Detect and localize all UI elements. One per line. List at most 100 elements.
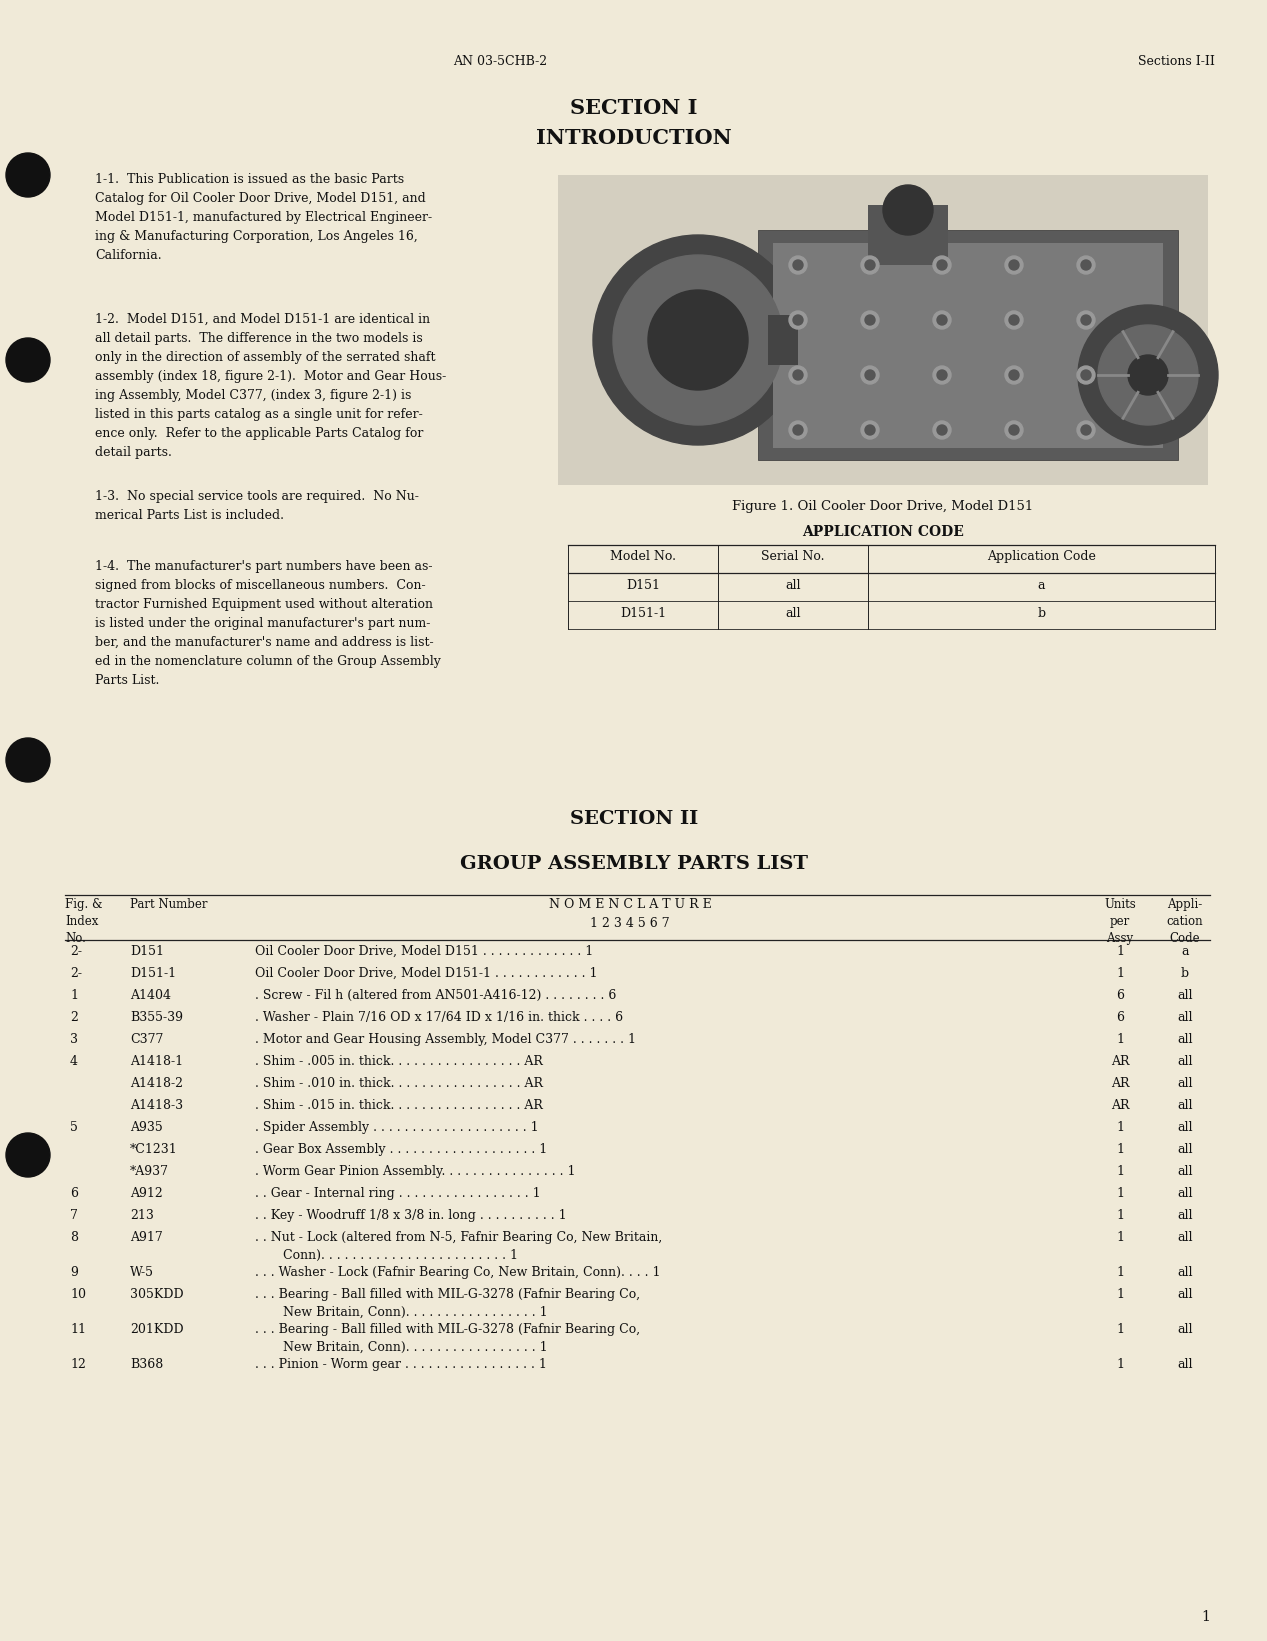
Text: Part Number: Part Number [131,898,208,911]
Circle shape [1009,425,1019,435]
Text: . . . Pinion - Worm gear . . . . . . . . . . . . . . . . . 1: . . . Pinion - Worm gear . . . . . . . .… [255,1359,547,1370]
Circle shape [793,315,803,325]
Text: Fig. &
Index
No.: Fig. & Index No. [65,898,103,945]
Text: 1: 1 [1116,967,1124,980]
Text: 12: 12 [70,1359,86,1370]
Text: Units
per
Assy: Units per Assy [1104,898,1136,945]
Text: AN 03-5CHB-2: AN 03-5CHB-2 [452,56,547,67]
Bar [773,243,1163,448]
Text: 1: 1 [1116,1209,1124,1223]
Circle shape [1009,369,1019,381]
Text: all: all [1177,1231,1192,1244]
Circle shape [938,369,946,381]
Text: 1-4.  The manufacturer's part numbers have been as-
signed from blocks of miscel: 1-4. The manufacturer's part numbers hav… [95,560,441,688]
Text: . Screw - Fil h (altered from AN501-A416-12) . . . . . . . . 6: . Screw - Fil h (altered from AN501-A416… [255,990,616,1003]
Text: 9: 9 [70,1265,77,1278]
Circle shape [865,369,875,381]
Text: AR: AR [1111,1055,1129,1068]
Text: 1: 1 [1201,1610,1210,1625]
Text: W-5: W-5 [131,1265,155,1278]
Text: Model No.: Model No. [609,550,677,563]
Text: A1418-1: A1418-1 [131,1055,184,1068]
Circle shape [793,259,803,271]
Text: D151: D151 [626,579,660,592]
Circle shape [938,315,946,325]
Circle shape [789,366,807,384]
Text: Application Code: Application Code [987,550,1096,563]
Text: 201KDD: 201KDD [131,1323,184,1336]
Text: . . . Bearing - Ball filled with MIL-G-3278 (Fafnir Bearing Co,
       New Brita: . . . Bearing - Ball filled with MIL-G-3… [255,1323,640,1354]
Circle shape [865,259,875,271]
Circle shape [789,422,807,440]
Text: all: all [1177,1359,1192,1370]
Text: AR: AR [1111,1076,1129,1090]
Text: all: all [1177,1265,1192,1278]
Circle shape [933,312,952,328]
Circle shape [6,338,49,382]
Circle shape [933,256,952,274]
Text: . Spider Assembly . . . . . . . . . . . . . . . . . . . . 1: . Spider Assembly . . . . . . . . . . . … [255,1121,538,1134]
Text: 1: 1 [1116,945,1124,958]
Text: . Gear Box Assembly . . . . . . . . . . . . . . . . . . . 1: . Gear Box Assembly . . . . . . . . . . … [255,1144,547,1155]
Text: 8: 8 [70,1231,79,1244]
Circle shape [1077,256,1095,274]
Text: all: all [1177,1055,1192,1068]
Circle shape [865,425,875,435]
Text: Oil Cooler Door Drive, Model D151-1 . . . . . . . . . . . . 1: Oil Cooler Door Drive, Model D151-1 . . … [255,967,598,980]
Circle shape [1077,312,1095,328]
Text: 2: 2 [70,1011,77,1024]
Text: 4: 4 [70,1055,79,1068]
Circle shape [793,369,803,381]
Text: A1404: A1404 [131,990,171,1003]
Text: 1: 1 [1116,1288,1124,1301]
Circle shape [862,312,879,328]
Text: 2-: 2- [70,945,82,958]
Text: . . . Washer - Lock (Fafnir Bearing Co, New Britain, Conn). . . . 1: . . . Washer - Lock (Fafnir Bearing Co, … [255,1265,660,1278]
Text: Serial No.: Serial No. [761,550,825,563]
Text: 213: 213 [131,1209,153,1223]
Text: Oil Cooler Door Drive, Model D151 . . . . . . . . . . . . . 1: Oil Cooler Door Drive, Model D151 . . . … [255,945,593,958]
Text: all: all [786,579,801,592]
Circle shape [938,425,946,435]
Text: 1: 1 [1116,1323,1124,1336]
Text: 7: 7 [70,1209,77,1223]
Text: *C1231: *C1231 [131,1144,177,1155]
Text: 1: 1 [1116,1265,1124,1278]
Circle shape [647,290,748,391]
Circle shape [933,366,952,384]
Text: 2-: 2- [70,967,82,980]
Text: 1: 1 [1116,1144,1124,1155]
Text: 3: 3 [70,1032,79,1045]
Text: Figure 1. Oil Cooler Door Drive, Model D151: Figure 1. Oil Cooler Door Drive, Model D… [732,501,1034,514]
Text: 1-3.  No special service tools are required.  No Nu-
merical Parts List is inclu: 1-3. No special service tools are requir… [95,491,419,522]
Text: all: all [1177,990,1192,1003]
Text: all: all [1177,1186,1192,1200]
Text: Sections I-II: Sections I-II [1138,56,1215,67]
Bar [758,230,1178,459]
Text: all: all [1177,1323,1192,1336]
Text: b: b [1038,607,1045,620]
Text: 1: 1 [1116,1165,1124,1178]
Circle shape [1081,315,1091,325]
Text: all: all [1177,1099,1192,1113]
Circle shape [6,738,49,783]
Text: 11: 11 [70,1323,86,1336]
Text: SECTION I: SECTION I [570,98,698,118]
Text: b: b [1181,967,1188,980]
Circle shape [789,312,807,328]
Text: . Motor and Gear Housing Assembly, Model C377 . . . . . . . 1: . Motor and Gear Housing Assembly, Model… [255,1032,636,1045]
Circle shape [1005,422,1022,440]
Circle shape [793,425,803,435]
Circle shape [933,422,952,440]
Circle shape [1098,325,1199,425]
Text: A917: A917 [131,1231,162,1244]
Text: SECTION II: SECTION II [570,811,698,829]
Circle shape [1128,354,1168,395]
Text: all: all [1177,1165,1192,1178]
Circle shape [1005,256,1022,274]
Text: 1: 1 [1116,1032,1124,1045]
Text: 1-1.  This Publication is issued as the basic Parts
Catalog for Oil Cooler Door : 1-1. This Publication is issued as the b… [95,172,432,263]
Circle shape [862,366,879,384]
Text: 5: 5 [70,1121,77,1134]
Bar [557,176,1207,486]
